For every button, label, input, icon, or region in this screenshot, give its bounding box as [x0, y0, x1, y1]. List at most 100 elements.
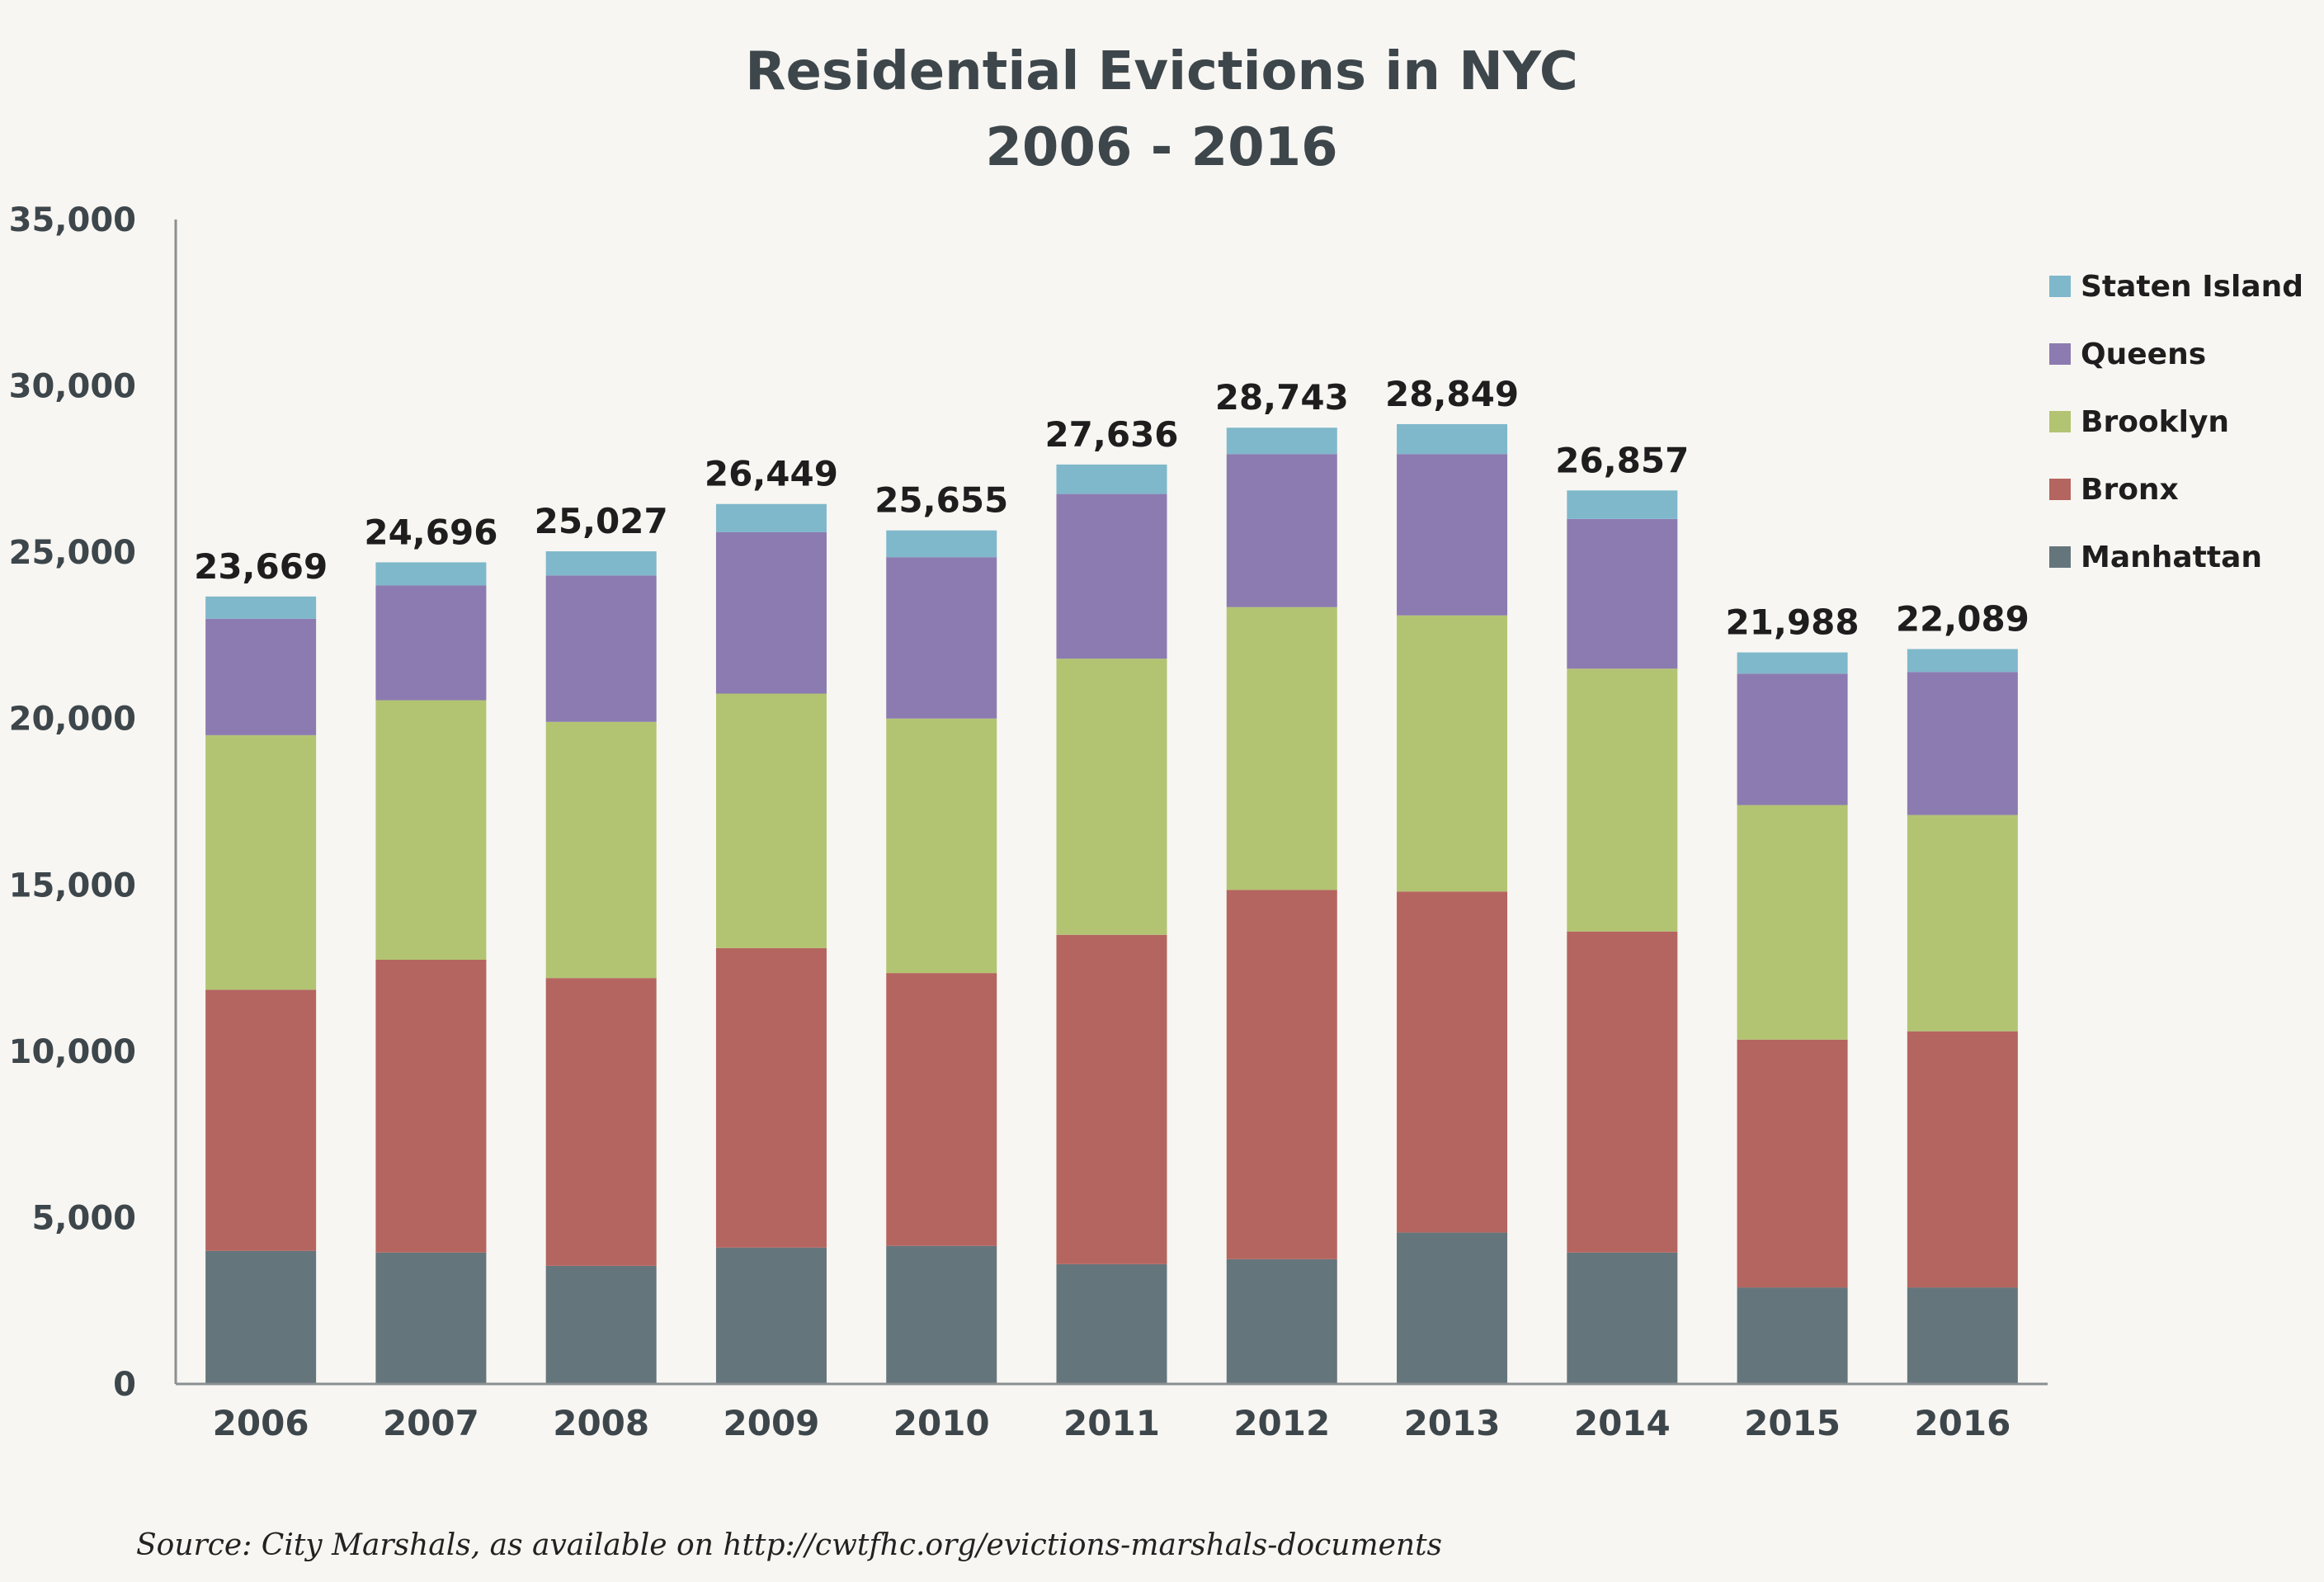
total-label-2016: 22,089 [1896, 598, 2029, 639]
bar-segment-brooklyn-2015 [1737, 805, 1848, 1040]
x-tick-label: 2014 [1574, 1403, 1671, 1443]
x-tick-label: 2012 [1233, 1403, 1330, 1443]
legend-swatch-manhattan [2049, 546, 2071, 568]
bar-segment-staten-island-2016 [1907, 649, 2018, 673]
total-label-2006: 23,669 [194, 546, 328, 587]
bar-segment-staten-island-2012 [1226, 427, 1337, 455]
bar-segment-bronx-2013 [1397, 891, 1508, 1233]
total-label-2010: 25,655 [874, 480, 1008, 521]
y-tick-label: 0 [113, 1366, 136, 1404]
y-tick-label: 25,000 [9, 534, 136, 572]
bar-segment-manhattan-2006 [205, 1250, 317, 1384]
bar-segment-queens-2016 [1907, 672, 2018, 815]
bar-segment-staten-island-2011 [1056, 464, 1167, 494]
source-note: Source: City Marshals, as available on h… [136, 1528, 1442, 1562]
legend-label-staten-island: Staten Island [2081, 270, 2303, 304]
bar-segment-brooklyn-2011 [1056, 659, 1167, 935]
bar-segment-manhattan-2010 [886, 1245, 997, 1384]
bar-segment-bronx-2008 [545, 978, 657, 1266]
bar-segment-bronx-2007 [375, 959, 487, 1253]
bar-segment-brooklyn-2009 [715, 693, 827, 948]
bar-segment-manhattan-2011 [1056, 1263, 1167, 1384]
bar-segment-brooklyn-2012 [1226, 607, 1337, 890]
x-tick-label: 2015 [1744, 1403, 1841, 1443]
bar-segment-queens-2006 [205, 618, 317, 735]
bar-segment-staten-island-2009 [715, 503, 827, 532]
chart-subtitle: 2006 - 2016 [985, 117, 1337, 178]
bar-segment-manhattan-2013 [1397, 1232, 1508, 1384]
y-tick-label: 20,000 [9, 701, 136, 739]
total-label-2012: 28,743 [1215, 377, 1349, 418]
bar-segment-bronx-2015 [1737, 1039, 1848, 1288]
bar-segment-bronx-2011 [1056, 934, 1167, 1264]
x-axis: 2006 2007 2008 2009 2010 2011 2012 2013 2014 2015… [176, 1382, 2048, 1443]
bar-segment-bronx-2006 [205, 989, 317, 1251]
bar-segment-bronx-2012 [1226, 890, 1337, 1259]
x-tick-label: 2010 [893, 1403, 990, 1443]
legend-label-manhattan: Manhattan [2081, 541, 2262, 574]
bar-segment-bronx-2009 [715, 947, 827, 1248]
legend-swatch-queens [2049, 343, 2071, 365]
bars-group [205, 423, 2018, 1384]
total-label-2007: 24,696 [364, 512, 497, 552]
bar-segment-manhattan-2015 [1737, 1287, 1848, 1384]
legend: Staten Island Queens Brooklyn Bronx Manhatta… [2049, 270, 2303, 574]
legend-swatch-brooklyn [2049, 411, 2071, 432]
bar-segment-queens-2009 [715, 531, 827, 694]
legend-swatch-bronx [2049, 479, 2071, 500]
bar-segment-brooklyn-2007 [375, 700, 487, 960]
total-label-2009: 26,449 [705, 454, 838, 494]
bar-segment-manhattan-2016 [1907, 1287, 2018, 1384]
bar-segment-queens-2007 [375, 585, 487, 701]
total-label-2014: 26,857 [1555, 440, 1689, 480]
legend-label-queens: Queens [2081, 338, 2206, 371]
total-label-2013: 28,849 [1385, 374, 1519, 414]
bar-segment-manhattan-2009 [715, 1247, 827, 1384]
bar-segment-queens-2014 [1567, 518, 1678, 669]
total-label-2008: 25,027 [535, 501, 668, 541]
x-tick-label: 2009 [724, 1403, 820, 1443]
bar-segment-bronx-2014 [1567, 931, 1678, 1253]
bar-segment-queens-2015 [1737, 673, 1848, 805]
bar-segment-brooklyn-2008 [545, 721, 657, 979]
legend-swatch-staten-island [2049, 276, 2071, 297]
bar-segment-brooklyn-2013 [1397, 615, 1508, 892]
x-tick-label: 2007 [383, 1403, 479, 1443]
bar-segment-manhattan-2008 [545, 1265, 657, 1384]
total-label-2015: 21,988 [1726, 602, 1860, 643]
total-labels-group: 23,669 24,696 25,027 26,449 25,655 27,636 28,7… [194, 374, 2029, 643]
y-tick-label: 15,000 [9, 867, 136, 904]
bar-segment-staten-island-2006 [205, 596, 317, 619]
bar-segment-staten-island-2010 [886, 530, 997, 558]
bar-segment-bronx-2016 [1907, 1031, 2018, 1288]
chart-title: Residential Evictions in NYC [745, 41, 1578, 102]
bar-segment-queens-2008 [545, 575, 657, 722]
bar-segment-staten-island-2008 [545, 551, 657, 576]
legend-label-bronx: Bronx [2081, 473, 2179, 507]
x-tick-label: 2006 [213, 1403, 309, 1443]
x-tick-label: 2013 [1404, 1403, 1501, 1443]
bar-segment-manhattan-2012 [1226, 1259, 1337, 1384]
x-tick-label: 2008 [553, 1403, 649, 1443]
bar-segment-bronx-2010 [886, 973, 997, 1246]
y-axis: 0 5,000 10,000 15,000 20,000 25,000 30,000 35,0… [9, 201, 177, 1404]
legend-label-brooklyn: Brooklyn [2081, 405, 2229, 439]
x-tick-label: 2016 [1914, 1403, 2011, 1443]
bar-segment-manhattan-2007 [375, 1252, 487, 1384]
total-label-2011: 27,636 [1044, 414, 1178, 455]
bar-segment-staten-island-2015 [1737, 652, 1848, 674]
y-tick-label: 5,000 [31, 1199, 136, 1237]
bar-segment-staten-island-2013 [1397, 423, 1508, 455]
bar-segment-queens-2012 [1226, 454, 1337, 607]
bar-segment-brooklyn-2006 [205, 734, 317, 990]
bar-segment-queens-2010 [886, 557, 997, 719]
x-tick-label: 2011 [1063, 1403, 1160, 1443]
bar-segment-brooklyn-2014 [1567, 668, 1678, 932]
bar-segment-manhattan-2014 [1567, 1252, 1678, 1384]
bar-segment-brooklyn-2010 [886, 718, 997, 974]
y-tick-label: 35,000 [9, 201, 136, 239]
bar-segment-brooklyn-2016 [1907, 815, 2018, 1032]
bar-segment-staten-island-2007 [375, 562, 487, 586]
